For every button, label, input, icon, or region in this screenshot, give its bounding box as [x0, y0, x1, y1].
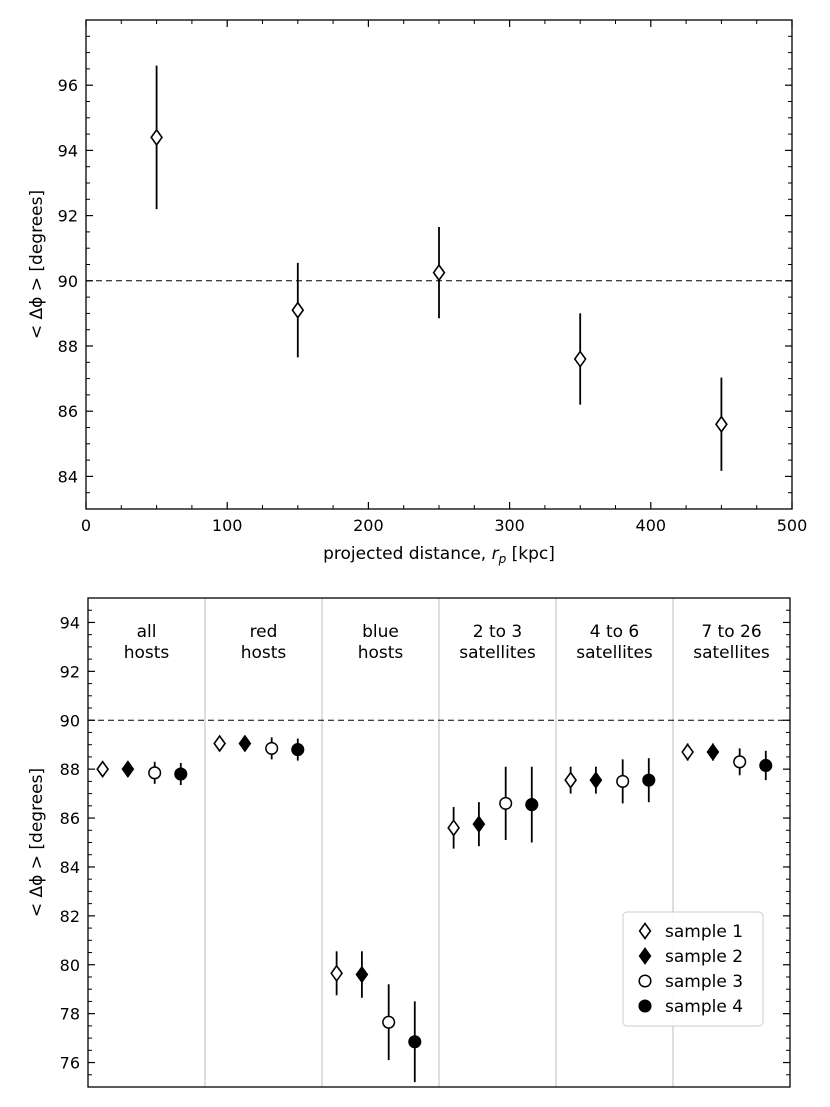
bottom-y-tick-label: 86	[60, 809, 80, 828]
top-y-axis-label: < Δϕ > [degrees]	[27, 190, 47, 339]
top-y-tick-label: 86	[58, 402, 78, 421]
bottom-data-point	[733, 755, 747, 769]
bottom-data-point	[265, 741, 279, 755]
top-panel: 0 100 200 300 400 500 84 86 88 90 92 94 96 projected…	[27, 19, 808, 566]
bottom-data-point	[174, 767, 188, 781]
top-x-axis-label-text: projected distance,	[323, 544, 492, 564]
top-data-marks	[150, 65, 728, 471]
bottom-y-tick-label: 92	[60, 662, 80, 681]
group-label-line: satellites	[576, 643, 653, 663]
bottom-data-point	[472, 815, 486, 834]
legend-box	[622, 911, 764, 1027]
group-label: 7 to 26 satellites	[693, 622, 770, 663]
bottom-data-point	[616, 774, 630, 788]
bottom-data-point	[759, 758, 773, 773]
bottom-plot-frame	[87, 597, 791, 1088]
legend-marker	[638, 922, 652, 940]
top-data-point	[715, 415, 728, 434]
bottom-y-tick-label: 76	[60, 1054, 80, 1073]
bottom-y-axis-label: < Δϕ > [degrees]	[27, 768, 47, 917]
group-label-line: 7 to 26	[701, 622, 761, 642]
top-y-tick-label: 88	[58, 337, 78, 356]
top-x-tick-label: 100	[212, 516, 243, 535]
top-data-point	[573, 350, 587, 368]
top-y-tick-label: 94	[58, 141, 78, 160]
group-label: 2 to 3 satellites	[459, 622, 536, 663]
top-data-point	[150, 128, 163, 147]
group-label-line: 2 to 3	[473, 622, 523, 642]
top-y-tick-label: 90	[58, 272, 78, 291]
group-label-line: hosts	[241, 643, 287, 663]
top-data-point	[432, 263, 446, 282]
top-x-tick-label: 500	[777, 516, 808, 535]
top-x-tick-label: 0	[81, 516, 91, 535]
bottom-data-point	[291, 743, 305, 757]
bottom-data-point	[525, 798, 539, 812]
legend-marker	[638, 974, 652, 988]
bottom-data-point	[499, 796, 513, 810]
top-y-tick-label: 96	[58, 76, 78, 95]
group-label-line: satellites	[459, 643, 536, 663]
top-y-tick-label: 84	[58, 467, 78, 486]
top-y-tick-label: 92	[58, 207, 78, 226]
top-x-tick-label: 300	[494, 516, 525, 535]
bottom-group-dividers	[204, 598, 674, 1087]
bottom-data-point	[355, 965, 369, 984]
top-plot-frame	[85, 19, 793, 510]
top-data-point	[291, 301, 305, 320]
group-label: blue hosts	[358, 622, 404, 663]
group-label-line: all	[137, 622, 157, 642]
bottom-data-point	[706, 743, 720, 761]
bottom-data-point	[238, 734, 252, 753]
bottom-y-tick-label: 90	[60, 711, 80, 730]
top-x-axis-label-sub: p	[498, 552, 507, 566]
bottom-y-tick-label: 88	[60, 760, 80, 779]
bottom-data-point	[564, 771, 578, 790]
legend-label: sample 2	[665, 947, 743, 967]
group-label-line: blue	[362, 622, 399, 642]
legend-label: sample 1	[665, 922, 743, 942]
bottom-data-point	[330, 964, 344, 983]
bottom-data-point	[681, 743, 695, 761]
group-label-line: satellites	[693, 643, 770, 663]
top-x-axis-label-unit: [kpc]	[506, 544, 555, 564]
group-label-line: 4 to 6	[590, 622, 640, 642]
legend-marker	[638, 947, 652, 965]
bottom-data-point	[589, 771, 603, 790]
bottom-data-point	[408, 1035, 422, 1049]
bottom-data-point	[213, 734, 227, 753]
bottom-axis-ticks: 76 78 80 82 84 86 88 90 92 94	[60, 597, 790, 1088]
legend-marker	[638, 999, 652, 1013]
bottom-data-point	[642, 773, 656, 787]
legend-label: sample 3	[665, 972, 743, 992]
bottom-y-tick-label: 94	[60, 613, 80, 632]
bottom-data-point	[382, 1015, 396, 1029]
top-axis-ticks: 0 100 200 300 400 500 84 86 88 90 92 94 96	[58, 20, 808, 535]
top-x-tick-label: 400	[636, 516, 667, 535]
legend-label: sample 4	[665, 997, 743, 1017]
group-label-line: red	[250, 622, 278, 642]
legend: sample 1 sample 2 sample 3 sample 4	[622, 911, 764, 1027]
top-x-axis-label-math: r	[492, 544, 500, 564]
bottom-y-tick-label: 84	[60, 858, 80, 877]
bottom-y-tick-label: 78	[60, 1005, 80, 1024]
bottom-y-tick-label: 82	[60, 907, 80, 926]
group-label: red hosts	[241, 622, 287, 663]
bottom-data-point	[447, 818, 461, 837]
top-x-axis-label: projected distance, rp [kpc]	[323, 544, 555, 566]
group-label-line: hosts	[124, 643, 170, 663]
bottom-data-point	[96, 760, 110, 779]
group-label-line: hosts	[358, 643, 404, 663]
top-x-tick-label: 200	[353, 516, 384, 535]
group-label: all hosts	[124, 622, 170, 663]
group-label: 4 to 6 satellites	[576, 622, 653, 663]
bottom-y-tick-label: 80	[60, 956, 80, 975]
bottom-data-marks	[96, 734, 773, 1083]
bottom-data-point	[121, 760, 135, 779]
bottom-data-point	[148, 766, 162, 780]
